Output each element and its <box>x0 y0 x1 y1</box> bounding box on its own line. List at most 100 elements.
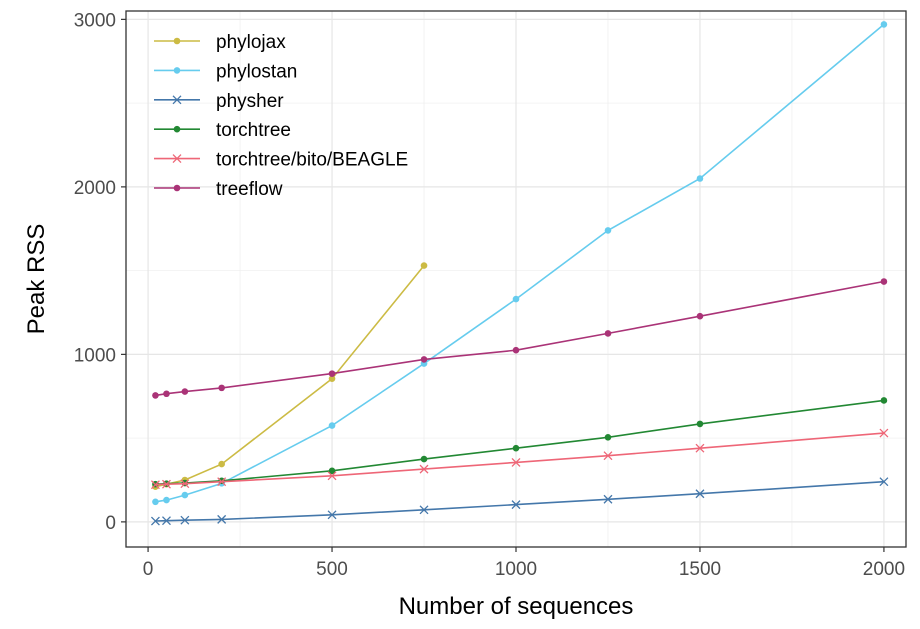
legend-key-marker <box>173 125 181 133</box>
y-tick-label: 3000 <box>74 10 116 31</box>
axes: 0 500 1000 1500 2000 0 1000 2000 3000 <box>74 10 905 580</box>
y-axis-title: Peak RSS <box>23 224 50 335</box>
legend-item-phylostan: phylostan <box>154 61 297 82</box>
legend-label: phylostan <box>216 61 297 82</box>
data-point-physher-stroke <box>603 494 613 504</box>
data-point-torchtree-bito-beagle <box>603 451 613 461</box>
data-point-phylostan <box>181 491 189 499</box>
data-point-torchtree-bito-beagle <box>419 464 429 474</box>
data-point-phylojax <box>420 262 428 269</box>
series-line-torchtree-bito-beagle <box>155 432 884 486</box>
data-point-torchtree-bito-beagle <box>327 471 337 481</box>
data-point-phylojax <box>218 460 225 468</box>
data-point-torchtree-bito-beagle-stroke <box>180 479 190 489</box>
data-point-phylostan <box>152 498 159 506</box>
data-point-physher-stroke <box>217 514 227 524</box>
y-tick-label: 0 <box>105 513 116 534</box>
data-point-phylojax <box>328 375 336 382</box>
legend-key-marker <box>173 67 181 74</box>
y-tick-label: 2000 <box>74 178 116 199</box>
legend-key-marker <box>173 37 181 45</box>
legend-item-torchtree: torchtree <box>154 120 291 141</box>
data-point-physher <box>162 516 171 526</box>
legend-key-marker-stroke <box>172 154 182 164</box>
data-point-torchtree-bito-beagle <box>511 457 521 467</box>
data-point-phylostan <box>880 21 888 28</box>
legend-item-physher: physher <box>154 91 284 112</box>
gridlines <box>126 11 906 547</box>
legend-label: physher <box>216 91 284 112</box>
data-point-physher <box>879 477 889 487</box>
x-tick-label: 2000 <box>863 559 905 580</box>
series-line-phylostan <box>155 23 885 503</box>
data-point-torchtree-bito-beagle <box>879 428 889 438</box>
data-point-torchtree-bito-beagle <box>150 480 160 490</box>
x-tick-label: 500 <box>316 559 348 580</box>
legend-label: torchtree <box>216 120 291 141</box>
series-layer <box>150 21 889 526</box>
data-point-physher-stroke <box>695 489 705 499</box>
data-point-torchtree-bito-beagle-stroke <box>511 457 521 467</box>
series-line-treeflow <box>155 280 885 397</box>
data-point-torchtree-bito-beagle <box>180 479 190 489</box>
x-axis-title: Number of sequences <box>399 593 634 620</box>
data-point-treeflow <box>163 390 170 398</box>
data-point-phylostan <box>163 496 170 504</box>
data-point-physher-stroke <box>180 515 190 525</box>
data-point-torchtree-bito-beagle-stroke <box>603 451 613 461</box>
series-line-physher <box>155 480 884 522</box>
data-point-phylostan <box>512 295 520 303</box>
data-point-physher-stroke <box>327 510 337 520</box>
data-point-phylostan <box>604 227 612 234</box>
legend-key-marker <box>172 154 182 164</box>
legend-key-marker <box>173 184 181 192</box>
data-point-treeflow <box>181 388 189 395</box>
legend-item-phylojax: phylojax <box>154 32 286 53</box>
x-tick-label: 0 <box>143 559 154 580</box>
x-tick-label: 1500 <box>679 559 721 580</box>
legend-label: phylojax <box>216 32 286 53</box>
data-point-treeflow <box>218 384 225 392</box>
data-point-physher <box>180 515 190 525</box>
data-point-physher-stroke <box>419 505 429 515</box>
data-point-torchtree-bito-beagle-stroke <box>695 443 705 453</box>
data-point-treeflow <box>152 392 159 399</box>
legend-item-treeflow: treeflow <box>154 179 283 200</box>
data-point-treeflow <box>696 312 704 320</box>
data-point-torchtree <box>696 420 704 428</box>
data-point-phylostan <box>696 175 704 182</box>
data-point-physher <box>150 516 160 526</box>
x-tick-label: 1000 <box>495 559 537 580</box>
data-point-physher <box>419 505 429 515</box>
data-point-physher-stroke <box>511 500 521 510</box>
data-point-physher <box>217 514 227 524</box>
series-physher <box>150 477 889 526</box>
data-point-physher <box>511 500 521 510</box>
data-point-torchtree <box>604 433 612 441</box>
data-point-treeflow <box>512 346 520 354</box>
data-point-torchtree-bito-beagle <box>695 443 705 453</box>
data-point-physher-stroke <box>162 516 171 526</box>
data-point-physher <box>603 494 613 504</box>
legend-item-torchtree-bito-beagle: torchtree/bito/BEAGLE <box>154 150 408 171</box>
data-point-physher-stroke <box>879 477 889 487</box>
data-point-torchtree-bito-beagle-stroke <box>217 477 227 487</box>
data-point-torchtree-bito-beagle-stroke <box>419 464 429 474</box>
legend-label: treeflow <box>216 179 283 200</box>
data-point-torchtree-bito-beagle-stroke <box>150 480 160 490</box>
legend-key-marker-stroke <box>172 95 182 105</box>
legend: phylojax phylostan physher torchtree torchtr… <box>154 32 408 200</box>
y-tick-label: 1000 <box>74 345 116 366</box>
data-point-treeflow <box>604 330 612 337</box>
legend-label: torchtree/bito/BEAGLE <box>216 150 408 171</box>
data-point-torchtree <box>512 444 520 452</box>
data-point-torchtree <box>328 467 336 475</box>
data-point-torchtree-bito-beagle <box>217 477 227 487</box>
data-point-physher <box>695 489 705 499</box>
series-treeflow <box>152 278 888 399</box>
data-point-treeflow <box>420 356 428 363</box>
data-point-physher <box>327 510 337 520</box>
data-point-phylostan <box>328 422 336 429</box>
